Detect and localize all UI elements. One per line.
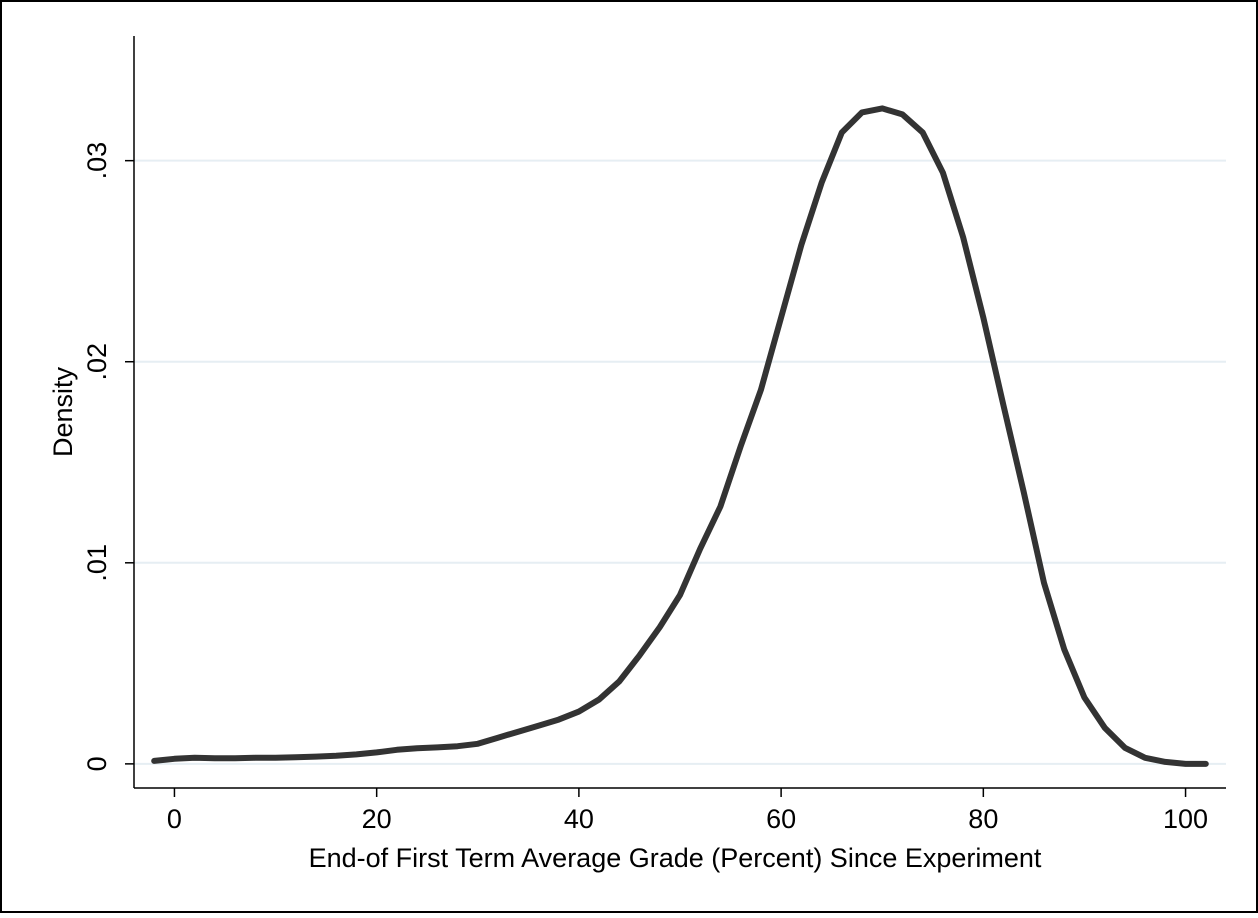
tick-labels: 0 20 40 60 80 100 0 .01 .02 .03 xyxy=(82,142,1208,834)
axes xyxy=(125,36,1226,797)
x-tick-label-0: 0 xyxy=(167,804,182,834)
x-tick-label-5: 100 xyxy=(1163,804,1208,834)
grid-lines xyxy=(134,159,1226,765)
y-tick-label-2: .02 xyxy=(82,343,112,381)
x-tick-label-1: 20 xyxy=(362,804,392,834)
x-axis-label: End-of First Term Average Grade (Percent… xyxy=(309,843,1042,873)
x-tick-label-4: 80 xyxy=(968,804,998,834)
y-tick-label-0: 0 xyxy=(82,756,112,771)
y-axis-label: Density xyxy=(48,366,78,457)
plot-area xyxy=(134,36,1226,788)
x-tick-label-2: 40 xyxy=(564,804,594,834)
y-tick-label-3: .03 xyxy=(82,142,112,180)
density-line xyxy=(151,105,1209,767)
x-tick-label-3: 60 xyxy=(766,804,796,834)
y-tick-label-1: .01 xyxy=(82,544,112,582)
